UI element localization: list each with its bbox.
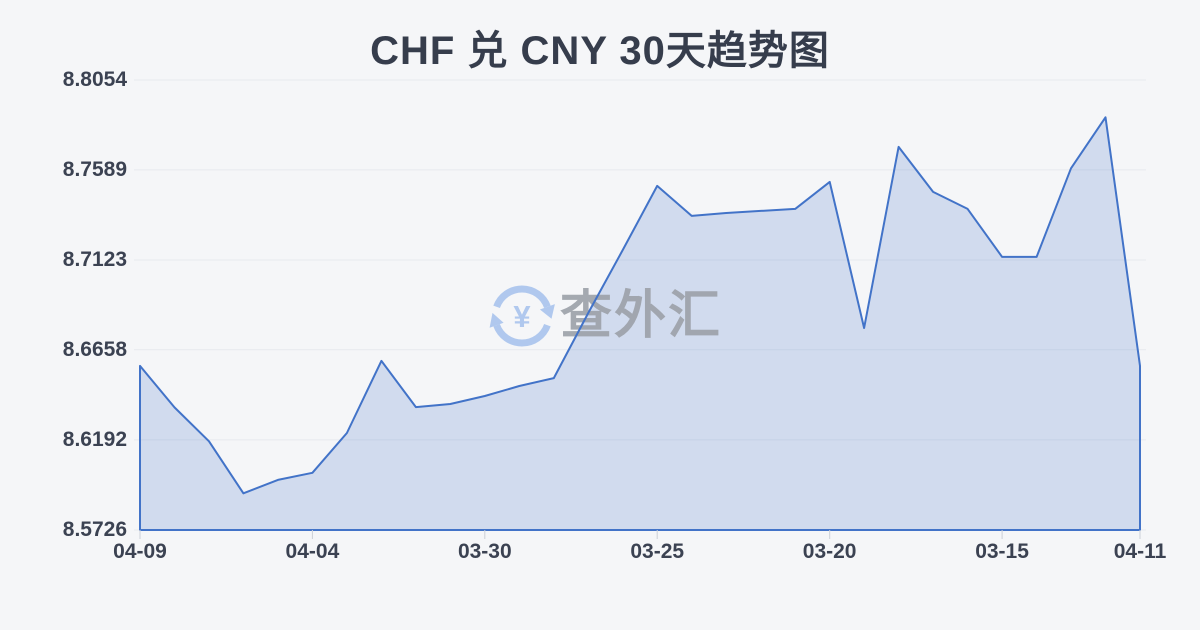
x-axis-ticks [139,530,1141,539]
x-axis-label: 03-15 [975,540,1029,563]
chart-title: CHF 兑 CNY 30天趋势图 [370,29,830,73]
x-axis-label: 03-25 [630,540,685,563]
x-axis-label: 04-11 [1113,540,1167,563]
exchange-arrow-bottom [493,323,551,347]
x-axis-label: 04-04 [285,540,340,563]
watermark-yen-symbol: ¥ [513,299,531,334]
y-axis-label: 8.6192 [62,427,127,451]
x-axis-label: 04-09 [113,540,167,563]
exchange-arrowhead-right [539,304,555,319]
y-axis-label: 8.7123 [62,247,127,271]
y-axis-label: 8.6658 [62,337,127,361]
exchange-arrowhead-left [489,312,504,328]
trend-line [139,116,1141,531]
area-fill [140,117,1140,531]
y-axis-label: 8.7589 [62,157,127,181]
y-axis-label: 8.5726 [62,518,127,541]
watermark-text: 查外汇 [560,287,722,345]
y-axis-label: 8.8054 [62,68,127,91]
watermark: ¥ 查外汇 [489,285,722,347]
x-axis-label: 03-30 [457,540,512,563]
currency-exchange-icon: ¥ [489,285,555,347]
exchange-arrow-top [493,285,551,309]
x-axis-label: 03-20 [802,540,857,563]
